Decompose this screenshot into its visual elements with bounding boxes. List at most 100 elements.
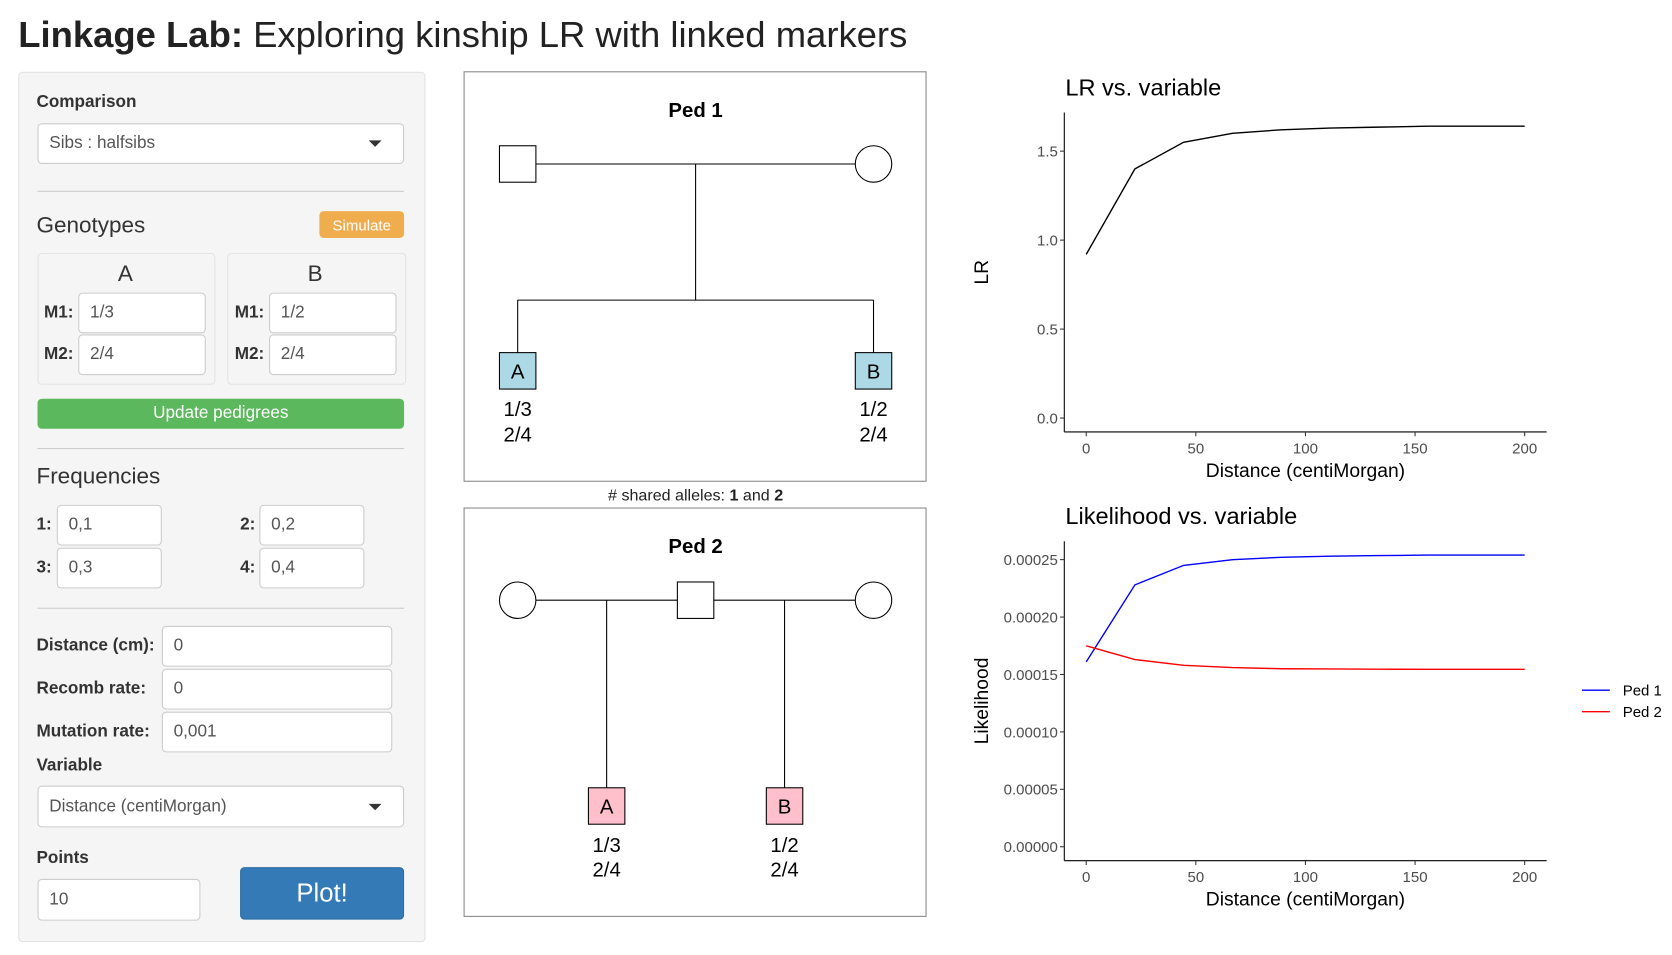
data-line [1085, 554, 1525, 663]
y-tick-label: 0.00015 [1004, 667, 1058, 684]
x-tick-label: 100 [1293, 440, 1318, 457]
label: Variable [36, 756, 103, 775]
pedigree-1-text: Ped 1 A B 1/3 2/4 1/2 2/4 [504, 100, 888, 447]
x-tick-label: 50 [1187, 869, 1204, 886]
pedigree-1 [463, 71, 927, 482]
input[interactable]: 0,3 [56, 547, 162, 589]
female-node [854, 145, 893, 183]
genotype: 2/4 [592, 860, 620, 882]
heading: Frequencies [36, 464, 161, 489]
female-node [498, 581, 537, 619]
charts: LR vs. variable 0.0 0.5 1.0 1.5 0 50 100 150 200 D… [972, 74, 1662, 910]
input[interactable]: 2/4 [78, 334, 206, 376]
genotype: 1/2 [859, 399, 887, 421]
genotype: 1/3 [504, 399, 532, 421]
pedigree-frame [463, 507, 927, 917]
y-tick-label: 0.00025 [1004, 552, 1058, 569]
label: M2: [234, 345, 265, 364]
pedigree-2 [463, 507, 927, 917]
label: Comparison [36, 93, 137, 112]
x-tick-label: 200 [1512, 440, 1537, 457]
genotype: 2/4 [770, 860, 798, 882]
x-tick-label: 150 [1403, 869, 1428, 886]
input[interactable]: 0,2 [259, 504, 365, 546]
node-label: B [867, 361, 881, 383]
simulate-button[interactable]: Simulate [319, 211, 405, 238]
label: 2: [240, 515, 256, 534]
y-tick-label: 0.00000 [1004, 839, 1058, 856]
plot-button[interactable]: Plot! [240, 867, 405, 920]
data-line [1086, 645, 1525, 671]
genotype-name: A [117, 261, 133, 287]
y-tick-label: 1.0 [1037, 232, 1058, 249]
shared-alleles: # shared alleles: 1 and 2 [608, 487, 783, 505]
genotype: 1/3 [592, 835, 620, 857]
title-bold: Linkage Lab: [18, 15, 243, 56]
pedigree-2-text: Ped 2 A B 1/3 2/4 1/2 2/4 [592, 536, 798, 882]
divider [37, 607, 405, 609]
data-line [1085, 125, 1525, 255]
node-label: A [600, 796, 614, 818]
y-tick-label: 0.00005 [1004, 782, 1058, 799]
text: # shared alleles: [608, 487, 725, 505]
x-tick-label: 0 [1082, 869, 1090, 886]
input[interactable]: 10 [37, 878, 201, 921]
label: Recomb rate: [36, 679, 147, 698]
page-title: Linkage Lab: Exploring kinship LR with l… [18, 15, 907, 57]
male-node [587, 787, 626, 825]
x-axis-label: Distance (centiMorgan) [1206, 890, 1405, 911]
label: M1: [234, 303, 265, 322]
node-label: A [511, 361, 525, 383]
x-tick-label: 0 [1082, 440, 1090, 457]
genotype-name: B [307, 261, 323, 287]
genotype: 1/2 [770, 835, 798, 857]
legend-label: Ped 2 [1623, 704, 1662, 721]
y-tick-label: 0.5 [1037, 321, 1058, 338]
y-tick-label: 0.0 [1037, 410, 1058, 427]
label: M1: [43, 303, 74, 322]
divider [37, 448, 405, 450]
node-label: B [778, 796, 792, 818]
label: 3: [36, 558, 52, 577]
male-node [854, 352, 893, 390]
title-rest: Exploring kinship LR with linked markers [253, 15, 908, 56]
input[interactable]: 0,001 [161, 711, 393, 753]
text: 2 [774, 487, 783, 505]
label: 4: [240, 558, 256, 577]
select[interactable]: Sibs : halfsibs [37, 123, 405, 164]
genotype-box [37, 252, 216, 385]
update-button[interactable]: Update pedigrees [37, 398, 405, 429]
label: Mutation rate: [36, 722, 150, 741]
pedigree-title: Ped 2 [668, 536, 722, 558]
input[interactable]: 0,4 [259, 547, 365, 589]
heading: Genotypes [36, 213, 146, 238]
input[interactable]: 0,1 [56, 504, 162, 546]
male-node [498, 145, 537, 183]
x-tick-label: 100 [1293, 869, 1318, 886]
divider [37, 190, 405, 192]
chart-title: LR vs. variable [1065, 74, 1221, 100]
pedigree-frame [463, 71, 927, 482]
chart-title: Likelihood vs. variable [1065, 503, 1297, 529]
input[interactable]: 1/3 [78, 292, 206, 334]
x-tick-label: 200 [1512, 869, 1537, 886]
male-node [498, 352, 537, 390]
y-axis-label: Likelihood [972, 658, 993, 745]
female-node [854, 581, 893, 619]
label: M2: [43, 345, 74, 364]
input[interactable]: 0 [161, 668, 393, 710]
y-tick-label: 1.5 [1037, 144, 1058, 161]
label: Points [36, 848, 89, 868]
select[interactable]: Distance (centiMorgan) [37, 785, 405, 828]
x-tick-label: 50 [1187, 440, 1204, 457]
input[interactable]: 2/4 [269, 334, 397, 376]
input[interactable]: 0 [161, 625, 393, 667]
genotype: 2/4 [504, 425, 532, 447]
text: 1 [730, 487, 739, 505]
genotype-box [227, 252, 407, 385]
input[interactable]: 1/2 [269, 292, 397, 334]
y-tick-label: 0.00010 [1004, 724, 1058, 741]
